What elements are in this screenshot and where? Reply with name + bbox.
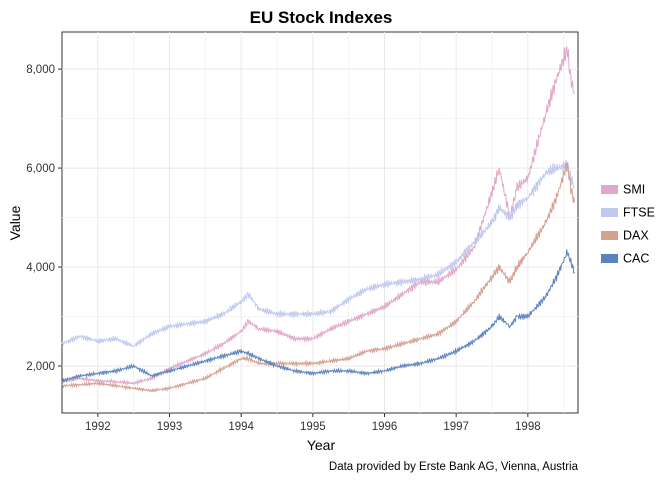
grid [62,32,578,413]
legend-label-ftse: FTSE [623,206,655,220]
x-tick-label: 1992 [85,421,111,433]
y-tick-label: 6,000 [26,163,55,175]
axis-ticks: 1992 1993 1994 1995 1996 1997 1998 2,000 4,000 6,… [26,64,540,433]
legend-label-cac: CAC [623,252,649,266]
y-axis-title: Value [7,205,23,240]
legend-label-dax: DAX [623,229,649,243]
legend-key-cac [601,254,618,263]
series-line-dax [61,161,575,393]
x-tick-label: 1996 [372,421,398,433]
x-tick-label: 1998 [515,421,541,433]
series-layer [61,46,575,393]
chart-title: EU Stock Indexes [250,8,393,27]
x-tick-label: 1993 [157,421,183,433]
series-line-ftse [61,159,575,348]
x-tick-label: 1997 [443,421,469,433]
y-tick-label: 4,000 [26,262,55,274]
legend-key-dax [601,231,618,240]
legend-key-smi [601,185,618,194]
series-line-smi [61,46,575,386]
y-tick-label: 2,000 [26,361,55,373]
legend-key-ftse [601,208,618,217]
x-tick-label: 1995 [300,421,326,433]
legend: SMI FTSE DAX CAC [601,183,655,266]
legend-label-smi: SMI [623,183,645,197]
y-tick-label: 8,000 [26,64,55,76]
x-axis-title: Year [307,437,336,453]
caption: Data provided by Erste Bank AG, Vienna, … [329,461,579,473]
plot-panel [61,31,579,414]
x-tick-label: 1994 [228,421,254,433]
series-line-cac [61,249,575,384]
